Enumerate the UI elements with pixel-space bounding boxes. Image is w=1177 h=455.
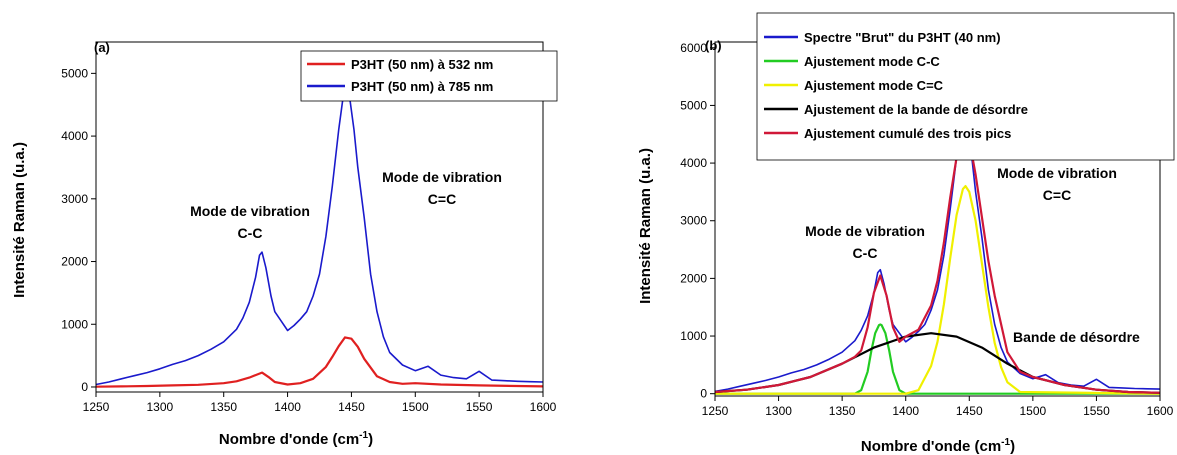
annotation-cc-line2: C-C [238, 225, 263, 241]
legend-box [300, 50, 558, 102]
plot-frame [95, 41, 544, 393]
annotation-c=c-line1: Mode de vibration [382, 169, 502, 185]
y-axis-title: Intensité Raman (u.a.) [637, 148, 654, 304]
series-line-2 [715, 185, 1161, 395]
annotation-c=c-line2: C=C [428, 191, 456, 207]
series-line-1 [95, 91, 544, 386]
x-axis-title-main: Nombre d'onde (cm [219, 431, 359, 448]
annotation-cc-line1: Mode de vibration [805, 223, 925, 239]
x-tick-label: 1550 [466, 400, 493, 414]
y-tick-label: 5000 [680, 98, 707, 112]
x-axis-title-sup: -1 [1001, 437, 1010, 448]
x-tick-label: 1350 [829, 404, 856, 418]
legend-label-532: P3HT (50 nm) à 532 nm [351, 57, 493, 72]
panel-label-b: (b) [705, 38, 722, 53]
x-tick-label: 1500 [1020, 404, 1047, 418]
x-tick-label: 1250 [702, 404, 729, 418]
x-axis-title-close: ) [1010, 438, 1015, 455]
x-tick-label: 1500 [402, 400, 429, 414]
y-tick-label: 5000 [61, 66, 88, 80]
x-tick-label: 1300 [147, 400, 174, 414]
y-axis-title: Intensité Raman (u.a.) [11, 142, 28, 298]
x-axis-title-main: Nombre d'onde (cm [861, 438, 1001, 455]
x-tick-label: 1450 [338, 400, 365, 414]
annotation-c=c-line2: C=C [1043, 187, 1071, 203]
x-tick-label: 1600 [1147, 404, 1174, 418]
y-tick-label: 6000 [680, 41, 707, 55]
legend-label-785: P3HT (50 nm) à 785 nm [351, 79, 493, 94]
annotation-cc-line2: C-C [853, 245, 878, 261]
x-axis-title: Nombre d'onde (cm-1) [219, 430, 373, 448]
panel-label-a: (a) [94, 40, 110, 55]
x-tick-label: 1250 [83, 400, 110, 414]
chart-panel-b: 1250 1300 1350 1400 1450 1500 1550 1600 0 1000 200… [637, 12, 1175, 455]
y-tick-label: 4000 [680, 156, 707, 170]
series-line-4 [714, 130, 1161, 394]
x-tick-label: 1550 [1083, 404, 1110, 418]
chart-panel-a: 1250 1300 1350 1400 1450 1500 1550 1600 0 1000 200… [11, 40, 558, 448]
series-line-1 [715, 323, 1160, 395]
y-tick-label: 0 [81, 380, 88, 394]
legend: Spectre "Brut" du P3HT (40 nm) Ajustemen… [756, 12, 1175, 161]
annotation-cc-line1: Mode de vibration [190, 203, 310, 219]
x-axis-title-close: ) [368, 431, 373, 448]
legend-box [756, 12, 1175, 161]
y-tick-label: 3000 [680, 214, 707, 228]
legend-label-cc: Ajustement mode C-C [804, 54, 940, 69]
series-line-0 [95, 336, 544, 388]
y-tick-label: 2000 [680, 271, 707, 285]
x-axis-title: Nombre d'onde (cm-1) [861, 437, 1015, 455]
x-tick-label: 1400 [274, 400, 301, 414]
series-line-0 [714, 121, 1161, 393]
y-tick-label: 4000 [61, 129, 88, 143]
y-tick-label: 0 [700, 387, 707, 401]
x-tick-label: 1350 [210, 400, 237, 414]
annotation-c=c-line1: Mode de vibration [997, 165, 1117, 181]
y-tick-label: 3000 [61, 192, 88, 206]
y-tick-label: 1000 [680, 329, 707, 343]
annotation-desordre: Bande de désordre [1013, 329, 1140, 345]
x-tick-label: 1600 [530, 400, 557, 414]
y-tick-label: 2000 [61, 255, 88, 269]
legend-label-c=c: Ajustement mode C=C [804, 78, 944, 93]
x-axis-title-sup: -1 [359, 430, 368, 441]
legend-label-brut: Spectre "Brut" du P3HT (40 nm) [804, 30, 1001, 45]
x-tick-label: 1450 [956, 404, 983, 418]
x-tick-label: 1400 [892, 404, 919, 418]
legend-label-desordre: Ajustement de la bande de désordre [804, 102, 1028, 117]
y-tick-label: 1000 [61, 317, 88, 331]
legend-label-cumul: Ajustement cumulé des trois pics [804, 126, 1011, 141]
x-tick-label: 1300 [765, 404, 792, 418]
legend: P3HT (50 nm) à 532 nm P3HT (50 nm) à 785… [300, 50, 558, 102]
